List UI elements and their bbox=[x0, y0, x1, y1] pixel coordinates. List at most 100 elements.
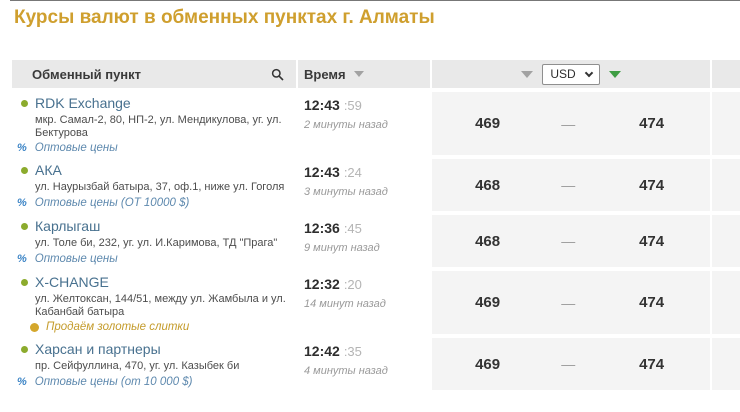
time-cell: 12:36:45 9 минут назад bbox=[298, 215, 430, 267]
update-seconds: :59 bbox=[343, 98, 362, 113]
exchange-point-link[interactable]: Харсан и партнеры bbox=[35, 341, 161, 357]
status-open-dot-icon bbox=[21, 100, 28, 107]
sell-sort-caret-icon[interactable] bbox=[608, 70, 621, 78]
update-time: 12:43 bbox=[304, 164, 340, 180]
exchange-point-address: мкр. Самал-2, 80, НП-2, ул. Мендикулова,… bbox=[35, 114, 282, 139]
search-icon[interactable] bbox=[271, 68, 284, 81]
exchange-point-address: ул. Наурызбай батыра, 37, оф.1, ниже ул.… bbox=[35, 181, 285, 193]
updated-ago: 3 минуты назад bbox=[304, 186, 388, 198]
exchange-point-address: пр. Сейфуллина, 470, уг. ул. Казыбек би bbox=[35, 360, 240, 372]
extra-cell bbox=[712, 271, 740, 334]
table-row: Харсан и партнеры пр. Сейфуллина, 470, у… bbox=[12, 338, 740, 390]
time-cell: 12:42:35 4 минуты назад bbox=[298, 338, 430, 390]
column-time-label: Время bbox=[304, 66, 346, 82]
exchange-point-link[interactable]: АКА bbox=[35, 162, 62, 178]
buy-rate: 468 bbox=[475, 176, 501, 194]
exchange-point-note: % Оптовые цены bbox=[12, 142, 296, 155]
updated-ago: 4 минуты назад bbox=[304, 365, 388, 377]
table-header: Обменный пункт Время USD bbox=[12, 60, 740, 88]
buy-rate: 469 bbox=[475, 294, 501, 311]
buy-rate: 469 bbox=[475, 115, 501, 132]
exchange-point-cell: Харсан и партнеры пр. Сейфуллина, 470, у… bbox=[12, 338, 296, 390]
gold-bullion-icon bbox=[30, 323, 39, 332]
top-edge-divider bbox=[10, 0, 740, 1]
note-text: Оптовые цены bbox=[34, 142, 118, 154]
update-seconds: :20 bbox=[343, 277, 362, 292]
exchange-point-cell: RDK Exchange мкр. Самал-2, 80, НП-2, ул.… bbox=[12, 92, 296, 155]
update-time: 12:43 bbox=[304, 97, 340, 113]
percent-icon: % bbox=[17, 375, 27, 388]
exchange-point-cell: Карлыгаш ул. Толе би, 232, уг. ул. И.Кар… bbox=[12, 215, 296, 267]
chevron-down-icon bbox=[584, 68, 593, 77]
exchange-point-address: ул. Толе би, 232, уг. ул. И.Каримова, ТД… bbox=[35, 237, 278, 249]
note-text: Оптовые цены (от 10 000 $) bbox=[34, 375, 193, 388]
exchange-point-note: % Оптовые цены (от 10 000 $) bbox=[12, 376, 296, 389]
time-cell: 12:43:59 2 минуты назад bbox=[298, 92, 430, 155]
rate-separator: — bbox=[561, 233, 576, 249]
rate-separator: — bbox=[561, 115, 576, 132]
table-row: RDK Exchange мкр. Самал-2, 80, НП-2, ул.… bbox=[12, 92, 740, 155]
rate-separator: — bbox=[561, 356, 576, 372]
percent-icon: % bbox=[17, 142, 27, 154]
column-extra bbox=[712, 60, 740, 88]
note-text: Оптовые цены bbox=[34, 252, 118, 265]
rates-cell: 468 — 474 bbox=[432, 215, 710, 267]
exchange-point-link[interactable]: Карлыгаш bbox=[35, 218, 101, 234]
buy-rate: 468 bbox=[475, 232, 501, 250]
table-row: АКА ул. Наурызбай батыра, 37, оф.1, ниже… bbox=[12, 159, 740, 211]
sell-rate: 474 bbox=[639, 294, 665, 311]
currency-select-value: USD bbox=[550, 67, 576, 81]
exchange-point-cell: X-CHANGE ул. Желтоксан, 144/51, между ул… bbox=[12, 271, 296, 334]
status-open-dot-icon bbox=[21, 279, 28, 286]
extra-cell bbox=[712, 92, 740, 155]
updated-ago: 14 минут назад bbox=[304, 298, 386, 310]
status-open-dot-icon bbox=[21, 167, 28, 174]
exchange-point-address: ул. Желтоксан, 144/51, между ул. Жамбыла… bbox=[35, 293, 286, 318]
exchange-point-note: Продаём золотые слитки bbox=[12, 321, 296, 334]
rates-cell: 469 — 474 bbox=[432, 92, 710, 155]
time-cell: 12:43:24 3 минуты назад bbox=[298, 159, 430, 211]
buy-rate: 469 bbox=[475, 355, 501, 373]
currency-select[interactable]: USD bbox=[542, 63, 600, 85]
update-seconds: :24 bbox=[343, 165, 362, 180]
exchange-point-link[interactable]: X-CHANGE bbox=[35, 274, 109, 290]
status-open-dot-icon bbox=[21, 223, 28, 230]
exchange-point-link[interactable]: RDK Exchange bbox=[35, 95, 131, 111]
time-cell: 12:32:20 14 минут назад bbox=[298, 271, 430, 334]
extra-cell bbox=[712, 215, 740, 267]
rates-cell: 469 — 474 bbox=[432, 338, 710, 390]
note-text: Оптовые цены (ОТ 10000 $) bbox=[34, 196, 190, 209]
exchange-point-note: % Оптовые цены (ОТ 10000 $) bbox=[12, 197, 296, 210]
column-time-sort[interactable]: Время bbox=[298, 60, 430, 88]
sell-rate: 474 bbox=[639, 115, 665, 132]
rates-table: Обменный пункт Время USD bbox=[12, 60, 740, 390]
page-title: Курсы валют в обменных пунктах г. Алматы bbox=[14, 7, 435, 28]
rate-separator: — bbox=[561, 177, 576, 193]
percent-icon: % bbox=[17, 196, 27, 209]
extra-cell bbox=[712, 159, 740, 211]
rate-separator: — bbox=[561, 294, 576, 311]
table-row: Карлыгаш ул. Толе би, 232, уг. ул. И.Кар… bbox=[12, 215, 740, 267]
rates-cell: 468 — 474 bbox=[432, 159, 710, 211]
updated-ago: 9 минут назад bbox=[304, 242, 380, 254]
time-sort-caret-icon bbox=[353, 71, 364, 77]
update-time: 12:36 bbox=[304, 220, 340, 236]
status-open-dot-icon bbox=[21, 346, 28, 353]
extra-cell bbox=[712, 338, 740, 390]
updated-ago: 2 минуты назад bbox=[304, 119, 388, 131]
column-exchange-point-label: Обменный пункт bbox=[32, 66, 142, 82]
update-seconds: :35 bbox=[343, 344, 362, 359]
update-time: 12:32 bbox=[304, 276, 340, 292]
sell-rate: 474 bbox=[639, 355, 665, 373]
sell-rate: 474 bbox=[639, 232, 665, 250]
sell-rate: 474 bbox=[639, 176, 665, 194]
update-time: 12:42 bbox=[304, 343, 340, 359]
exchange-point-note: % Оптовые цены bbox=[12, 253, 296, 266]
update-seconds: :45 bbox=[343, 221, 362, 236]
table-row: X-CHANGE ул. Желтоксан, 144/51, между ул… bbox=[12, 271, 740, 334]
buy-sort-caret-icon[interactable] bbox=[521, 70, 534, 78]
rates-cell: 469 — 474 bbox=[432, 271, 710, 334]
note-text: Продаём золотые слитки bbox=[46, 321, 190, 333]
exchange-point-cell: АКА ул. Наурызбай батыра, 37, оф.1, ниже… bbox=[12, 159, 296, 211]
